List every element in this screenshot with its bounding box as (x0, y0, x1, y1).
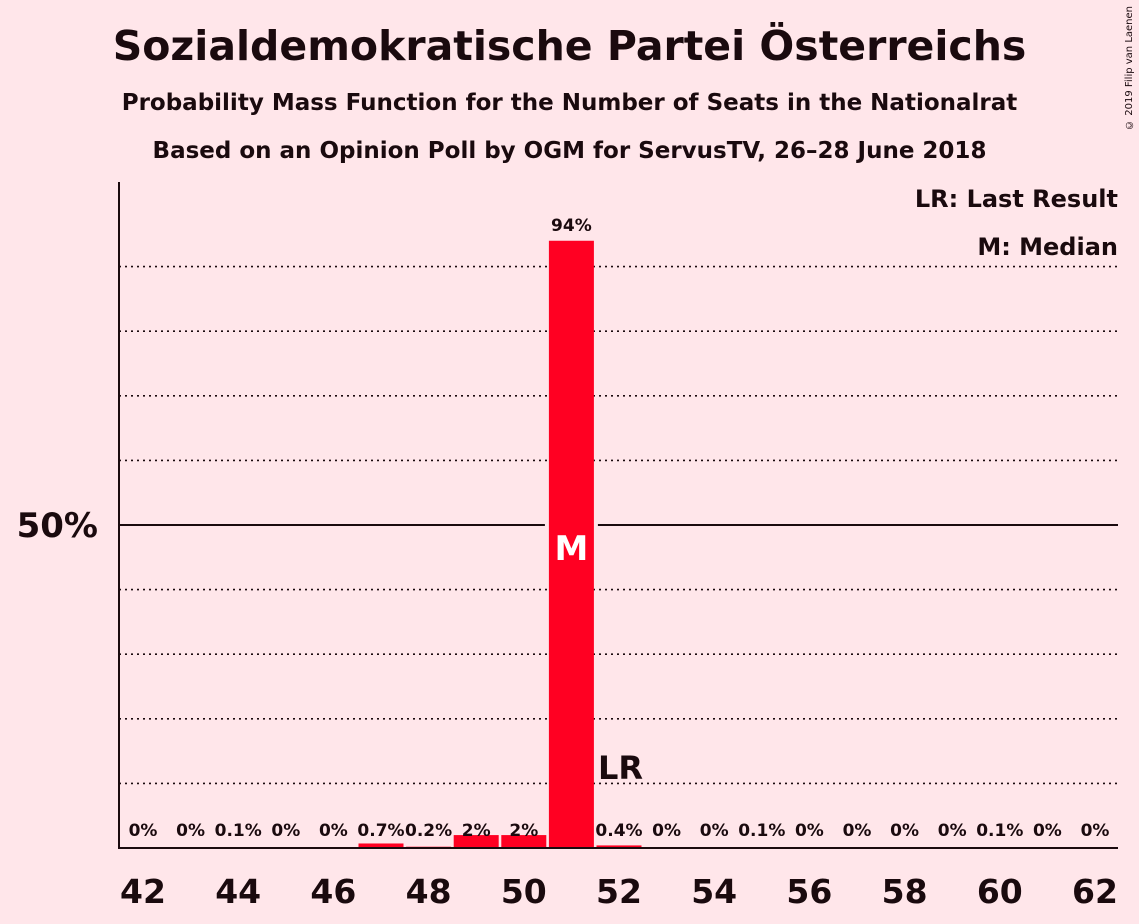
value-label-seat-52: 0.4% (595, 821, 642, 841)
x-tick-label-58: 58 (882, 872, 928, 911)
x-tick-label-46: 46 (310, 872, 356, 911)
x-tick-label-50: 50 (501, 872, 547, 911)
value-label-seat-61: 0% (1033, 821, 1062, 841)
value-label-seat-50: 2% (509, 821, 538, 841)
value-label-seat-43: 0% (176, 821, 205, 841)
y-tick-label: 50% (17, 506, 98, 546)
x-tick-label-42: 42 (120, 872, 166, 911)
value-label-seat-46: 0% (319, 821, 348, 841)
x-tick-label-44: 44 (215, 872, 261, 911)
last-result-marker: LR (598, 749, 643, 787)
x-tick-label-48: 48 (406, 872, 452, 911)
value-label-seat-49: 2% (462, 821, 491, 841)
value-label-seat-58: 0% (890, 821, 919, 841)
legend-median: M: Median (977, 233, 1118, 261)
value-label-seat-55: 0.1% (738, 821, 785, 841)
value-label-seat-59: 0% (938, 821, 967, 841)
x-tick-label-54: 54 (691, 872, 737, 911)
chart-subtitle: Probability Mass Function for the Number… (121, 90, 1018, 116)
value-label-seat-45: 0% (271, 821, 300, 841)
bar-seat-50 (501, 835, 547, 848)
value-label-seat-53: 0% (652, 821, 681, 841)
bar-seat-49 (453, 835, 499, 848)
value-label-seat-62: 0% (1081, 821, 1110, 841)
value-label-seat-42: 0% (129, 821, 158, 841)
legend-last-result: LR: Last Result (914, 185, 1118, 213)
x-tick-label-56: 56 (786, 872, 832, 911)
chart-subtitle-source: Based on an Opinion Poll by OGM for Serv… (152, 138, 987, 164)
chart-title: Sozialdemokratische Partei Österreichs (112, 22, 1027, 70)
x-tick-label-60: 60 (977, 872, 1023, 911)
value-label-seat-54: 0% (700, 821, 729, 841)
x-tick-label-52: 52 (596, 872, 642, 911)
value-label-seat-60: 0.1% (976, 821, 1023, 841)
value-label-seat-44: 0.1% (215, 821, 262, 841)
bar-seat-51 (548, 240, 594, 848)
value-label-seat-47: 0.7% (357, 821, 404, 841)
bar-seat-47 (358, 843, 404, 848)
value-label-seat-56: 0% (795, 821, 824, 841)
x-tick-label-62: 62 (1072, 872, 1118, 911)
value-label-seat-48: 0.2% (405, 821, 452, 841)
value-label-seat-57: 0% (843, 821, 872, 841)
median-marker: M (554, 529, 588, 569)
value-label-seat-51: 94% (551, 216, 592, 236)
bar-seat-52 (596, 845, 642, 848)
